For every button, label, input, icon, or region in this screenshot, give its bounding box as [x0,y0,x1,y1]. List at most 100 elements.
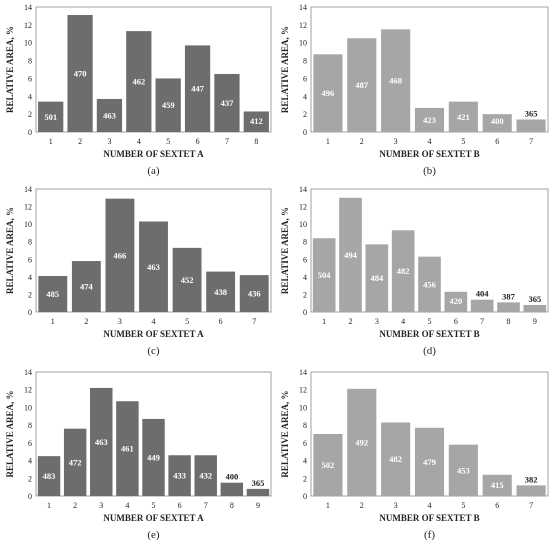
bar [38,101,64,132]
x-tick-label: 5 [185,317,189,326]
x-tick-label: 5 [461,501,465,510]
x-tick-label: 5 [166,137,170,146]
x-tick-label: 4 [125,501,129,510]
y-tick-label: 8 [303,57,307,66]
panel-label: (b) [423,165,436,177]
chart-panel-6: 0 2 4 6 8 10 12 14 RELATIVE AREA, % 502 1 492 2 482 3 4… [280,368,549,541]
x-tick-label: 6 [495,137,499,146]
x-tick-label: 2 [349,317,353,326]
y-tick-label: 6 [303,255,307,264]
bar-data-label: 474 [80,282,94,292]
x-tick-label: 4 [137,137,141,146]
bar-data-label: 415 [491,480,504,490]
bar-data-label: 423 [423,115,436,125]
bar-data-label: 400 [491,116,504,126]
x-tick-label: 3 [99,501,103,510]
x-tick-label: 3 [375,317,379,326]
bar-data-label: 400 [225,472,238,482]
y-tick-label: 10 [299,39,307,48]
y-tick-label: 14 [299,185,307,194]
bar [38,275,68,312]
y-tick-label: 12 [299,21,307,30]
y-axis-title: RELATIVE AREA, % [280,207,290,294]
y-tick-label: 12 [24,386,32,395]
bar-data-label: 494 [344,250,358,260]
bar [516,485,546,496]
x-axis-title: NUMBER OF SEXTET A [103,329,204,339]
x-tick-label: 7 [204,501,208,510]
bar [71,261,101,312]
bar [96,98,123,132]
x-tick-label: 2 [78,137,82,146]
bar-data-label: 468 [389,76,402,86]
chart-panel-1: 0 2 4 6 8 10 12 14 RELATIVE AREA, % 501 1 470 2 463 3 4… [5,3,272,177]
panel-label: (a) [147,165,160,177]
bar [172,247,202,312]
bar-data-label: 421 [457,112,470,122]
bar-data-label: 461 [121,444,134,454]
x-tick-label: 9 [256,501,260,510]
x-tick-label: 7 [529,137,533,146]
y-tick-label: 8 [303,238,307,247]
y-tick-label: 4 [28,457,32,466]
bar-data-label: 449 [147,452,160,462]
x-tick-label: 7 [480,317,484,326]
y-axis-title: RELATIVE AREA, % [280,26,290,113]
bar-data-label: 483 [43,471,56,481]
x-axis-title: NUMBER OF SEXTET B [379,513,479,523]
y-tick-label: 0 [28,492,32,501]
y-tick-label: 4 [303,92,307,101]
y-tick-label: 6 [28,255,32,264]
bar [105,198,135,312]
bar-data-label: 412 [250,116,263,126]
panel-label: (d) [423,345,436,357]
bar-data-label: 496 [322,88,335,98]
plot-frame [35,6,272,133]
panel-label: (e) [147,529,160,541]
bar-data-label: 482 [389,454,402,464]
bar-data-label: 382 [525,474,538,484]
x-tick-label: 1 [322,317,326,326]
bar [391,230,415,312]
bar [381,29,411,133]
x-tick-label: 3 [118,317,122,326]
x-tick-label: 8 [507,317,511,326]
bar [365,244,389,312]
bar [184,45,211,133]
bar-data-label: 484 [370,273,384,283]
x-tick-label: 1 [326,137,330,146]
x-axis-title: NUMBER OF SEXTET A [103,149,204,159]
bar-data-label: 420 [449,296,462,306]
y-tick-label: 0 [303,128,307,137]
bar [381,422,411,496]
y-tick-label: 0 [28,128,32,137]
bar [448,444,478,496]
bar [63,428,87,496]
x-tick-label: 4 [152,317,156,326]
x-tick-label: 6 [454,317,458,326]
y-tick-label: 2 [28,290,32,299]
bar [220,482,244,496]
bar [418,256,441,312]
bar [482,114,512,132]
x-tick-label: 2 [360,501,364,510]
x-tick-label: 6 [219,317,223,326]
y-tick-label: 4 [28,92,32,101]
bar [214,73,240,132]
x-tick-label: 6 [196,137,200,146]
bar [414,107,445,132]
bar [67,15,93,133]
x-tick-label: 6 [178,501,182,510]
bar-data-label: 482 [397,266,410,276]
bar-data-label: 463 [103,110,116,120]
x-tick-label: 1 [47,501,51,510]
y-tick-label: 2 [28,110,32,119]
y-tick-label: 0 [28,308,32,317]
y-tick-label: 10 [24,39,32,48]
y-tick-label: 0 [303,308,307,317]
bar [482,474,512,496]
y-tick-label: 14 [24,185,32,194]
y-tick-label: 0 [303,492,307,501]
bar [448,101,478,132]
